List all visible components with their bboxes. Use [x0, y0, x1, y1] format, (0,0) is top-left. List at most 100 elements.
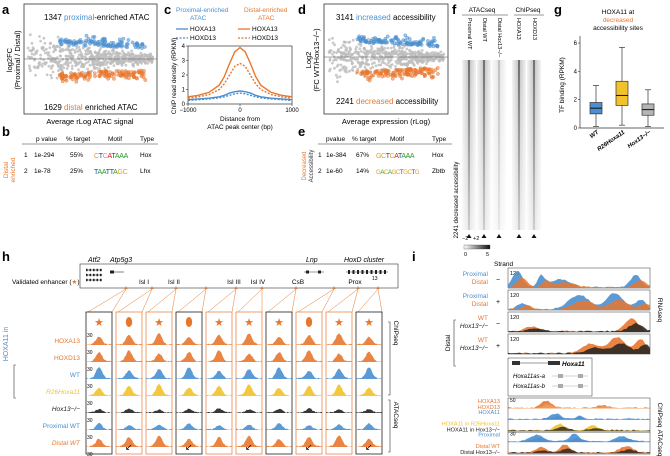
- change-arrow: ↙: [305, 442, 313, 452]
- density-xtick-label: 0: [238, 108, 242, 114]
- ma-point-gray: [400, 63, 404, 66]
- locus-star: [204, 286, 208, 289]
- motif-b-row2-logo: TAATTAGC: [94, 169, 128, 176]
- ma-point-gray: [95, 59, 99, 63]
- i-track-signal-a: [508, 423, 650, 431]
- ma-point-gray: [48, 54, 52, 58]
- ma-point-gray: [70, 67, 74, 71]
- ma-point-gray: [98, 67, 101, 71]
- ma-point-gray: [335, 65, 339, 68]
- column-oval-icon: [185, 317, 193, 327]
- locus-frame: [79, 263, 399, 289]
- ma-point-blue: [58, 40, 62, 44]
- ma-point-blue: [84, 33, 89, 38]
- ma-point-gray: [115, 50, 118, 54]
- locus-star: [150, 286, 154, 289]
- ma-point-gray: [84, 52, 87, 56]
- ma-point-blue: [403, 33, 408, 38]
- ma-point-gray: [390, 50, 394, 53]
- ma-point-orange: [379, 71, 384, 76]
- ma-point-blue: [126, 38, 131, 42]
- ma-point-gray: [53, 57, 57, 60]
- track-scale-label: 30: [87, 435, 93, 441]
- gene-exon: [86, 278, 88, 282]
- boxplot-ytick-label: 6: [574, 41, 578, 47]
- ma-point-gray: [50, 76, 54, 80]
- gene-exon: [100, 268, 102, 272]
- ma-point-gray: [420, 49, 424, 52]
- ma-point-gray: [436, 51, 440, 55]
- ma-point-gray: [35, 49, 39, 53]
- motif-e-header-type: Type: [432, 136, 446, 143]
- rnaseq-label-1: WT: [478, 315, 488, 322]
- ma-point-gray: [114, 59, 118, 63]
- motif-b-side-2: enriched: [10, 157, 17, 182]
- ma-point-gray: [339, 56, 343, 59]
- i-track-signal-a: [508, 413, 650, 420]
- ma-point-gray: [98, 48, 102, 52]
- ma-point-gray: [342, 51, 346, 55]
- ma-point-gray: [351, 65, 355, 69]
- track-signal: [296, 425, 322, 430]
- panel-e: e Decreased Accessibility pvalue % targe…: [298, 124, 452, 182]
- ma-point-gray: [56, 65, 60, 68]
- zoom-guide: [117, 288, 153, 313]
- ma-point-gray: [442, 52, 446, 56]
- ma-point-gray: [336, 80, 339, 84]
- heatmap-side-label: 2241 decreased accessibility: [454, 162, 460, 239]
- ma-point-gray: [58, 45, 61, 49]
- ma-point-orange: [107, 73, 112, 78]
- ma-point-gray: [122, 51, 125, 55]
- track-signal: [176, 367, 202, 379]
- ma-point-gray: [102, 59, 106, 63]
- ma-point-orange: [69, 71, 73, 75]
- ma-point-blue: [91, 35, 95, 39]
- ma-point-gray: [40, 47, 44, 51]
- ma-point-gray: [341, 57, 345, 61]
- ma-point-gray: [122, 61, 126, 65]
- ma-point-orange: [114, 69, 119, 73]
- change-arrow: ↙: [245, 442, 253, 452]
- ma-point-gray: [339, 46, 343, 49]
- legend-proximal-2: ATAC: [190, 15, 207, 22]
- ma-point-gray: [73, 51, 77, 54]
- boxplot-title-2: decreased: [603, 17, 634, 24]
- panel-b-letter: b: [2, 124, 10, 139]
- ma-point-gray: [77, 68, 80, 71]
- ma-point-gray: [328, 50, 332, 54]
- ma-point-orange: [102, 69, 107, 74]
- density-ytick-label: 0: [182, 102, 186, 108]
- panel-d-letter: d: [298, 2, 306, 17]
- motif-b-row2-idx: 2: [24, 168, 28, 175]
- ma-point-gray: [57, 69, 60, 72]
- ma-point-gray: [375, 57, 379, 61]
- ma-point-gray: [108, 56, 111, 60]
- ma-point-gray: [358, 47, 362, 51]
- track-signal: [146, 409, 172, 413]
- ma-point-orange: [68, 75, 73, 80]
- track-signal: [236, 353, 262, 362]
- ma-point-gray: [334, 73, 338, 77]
- enhancer-region-label: Isl II: [168, 279, 180, 286]
- motif-b-row1-type: Hox: [140, 152, 152, 159]
- ma-point-gray: [120, 64, 124, 67]
- ma-point-orange: [106, 76, 111, 81]
- ma-point-gray: [32, 65, 36, 69]
- ma-point-gray: [369, 44, 373, 48]
- strand-sign: +: [496, 343, 500, 350]
- ma-point-gray: [99, 46, 103, 49]
- ma-point-gray: [139, 60, 143, 63]
- locus-star: [294, 286, 298, 289]
- ma-point-gray: [425, 62, 428, 66]
- track-signal: [206, 408, 232, 413]
- ma-point-gray: [389, 58, 393, 62]
- zoom-guide: [351, 288, 359, 313]
- ma-point-blue: [130, 40, 135, 45]
- gene-exon: [306, 270, 309, 274]
- track-signal: [296, 437, 322, 447]
- ma-point-orange: [79, 73, 83, 77]
- ma-point-gray: [346, 52, 349, 56]
- zoom-guide: [321, 288, 335, 313]
- ma-point-gray: [104, 56, 108, 59]
- ma-point-blue: [121, 36, 126, 41]
